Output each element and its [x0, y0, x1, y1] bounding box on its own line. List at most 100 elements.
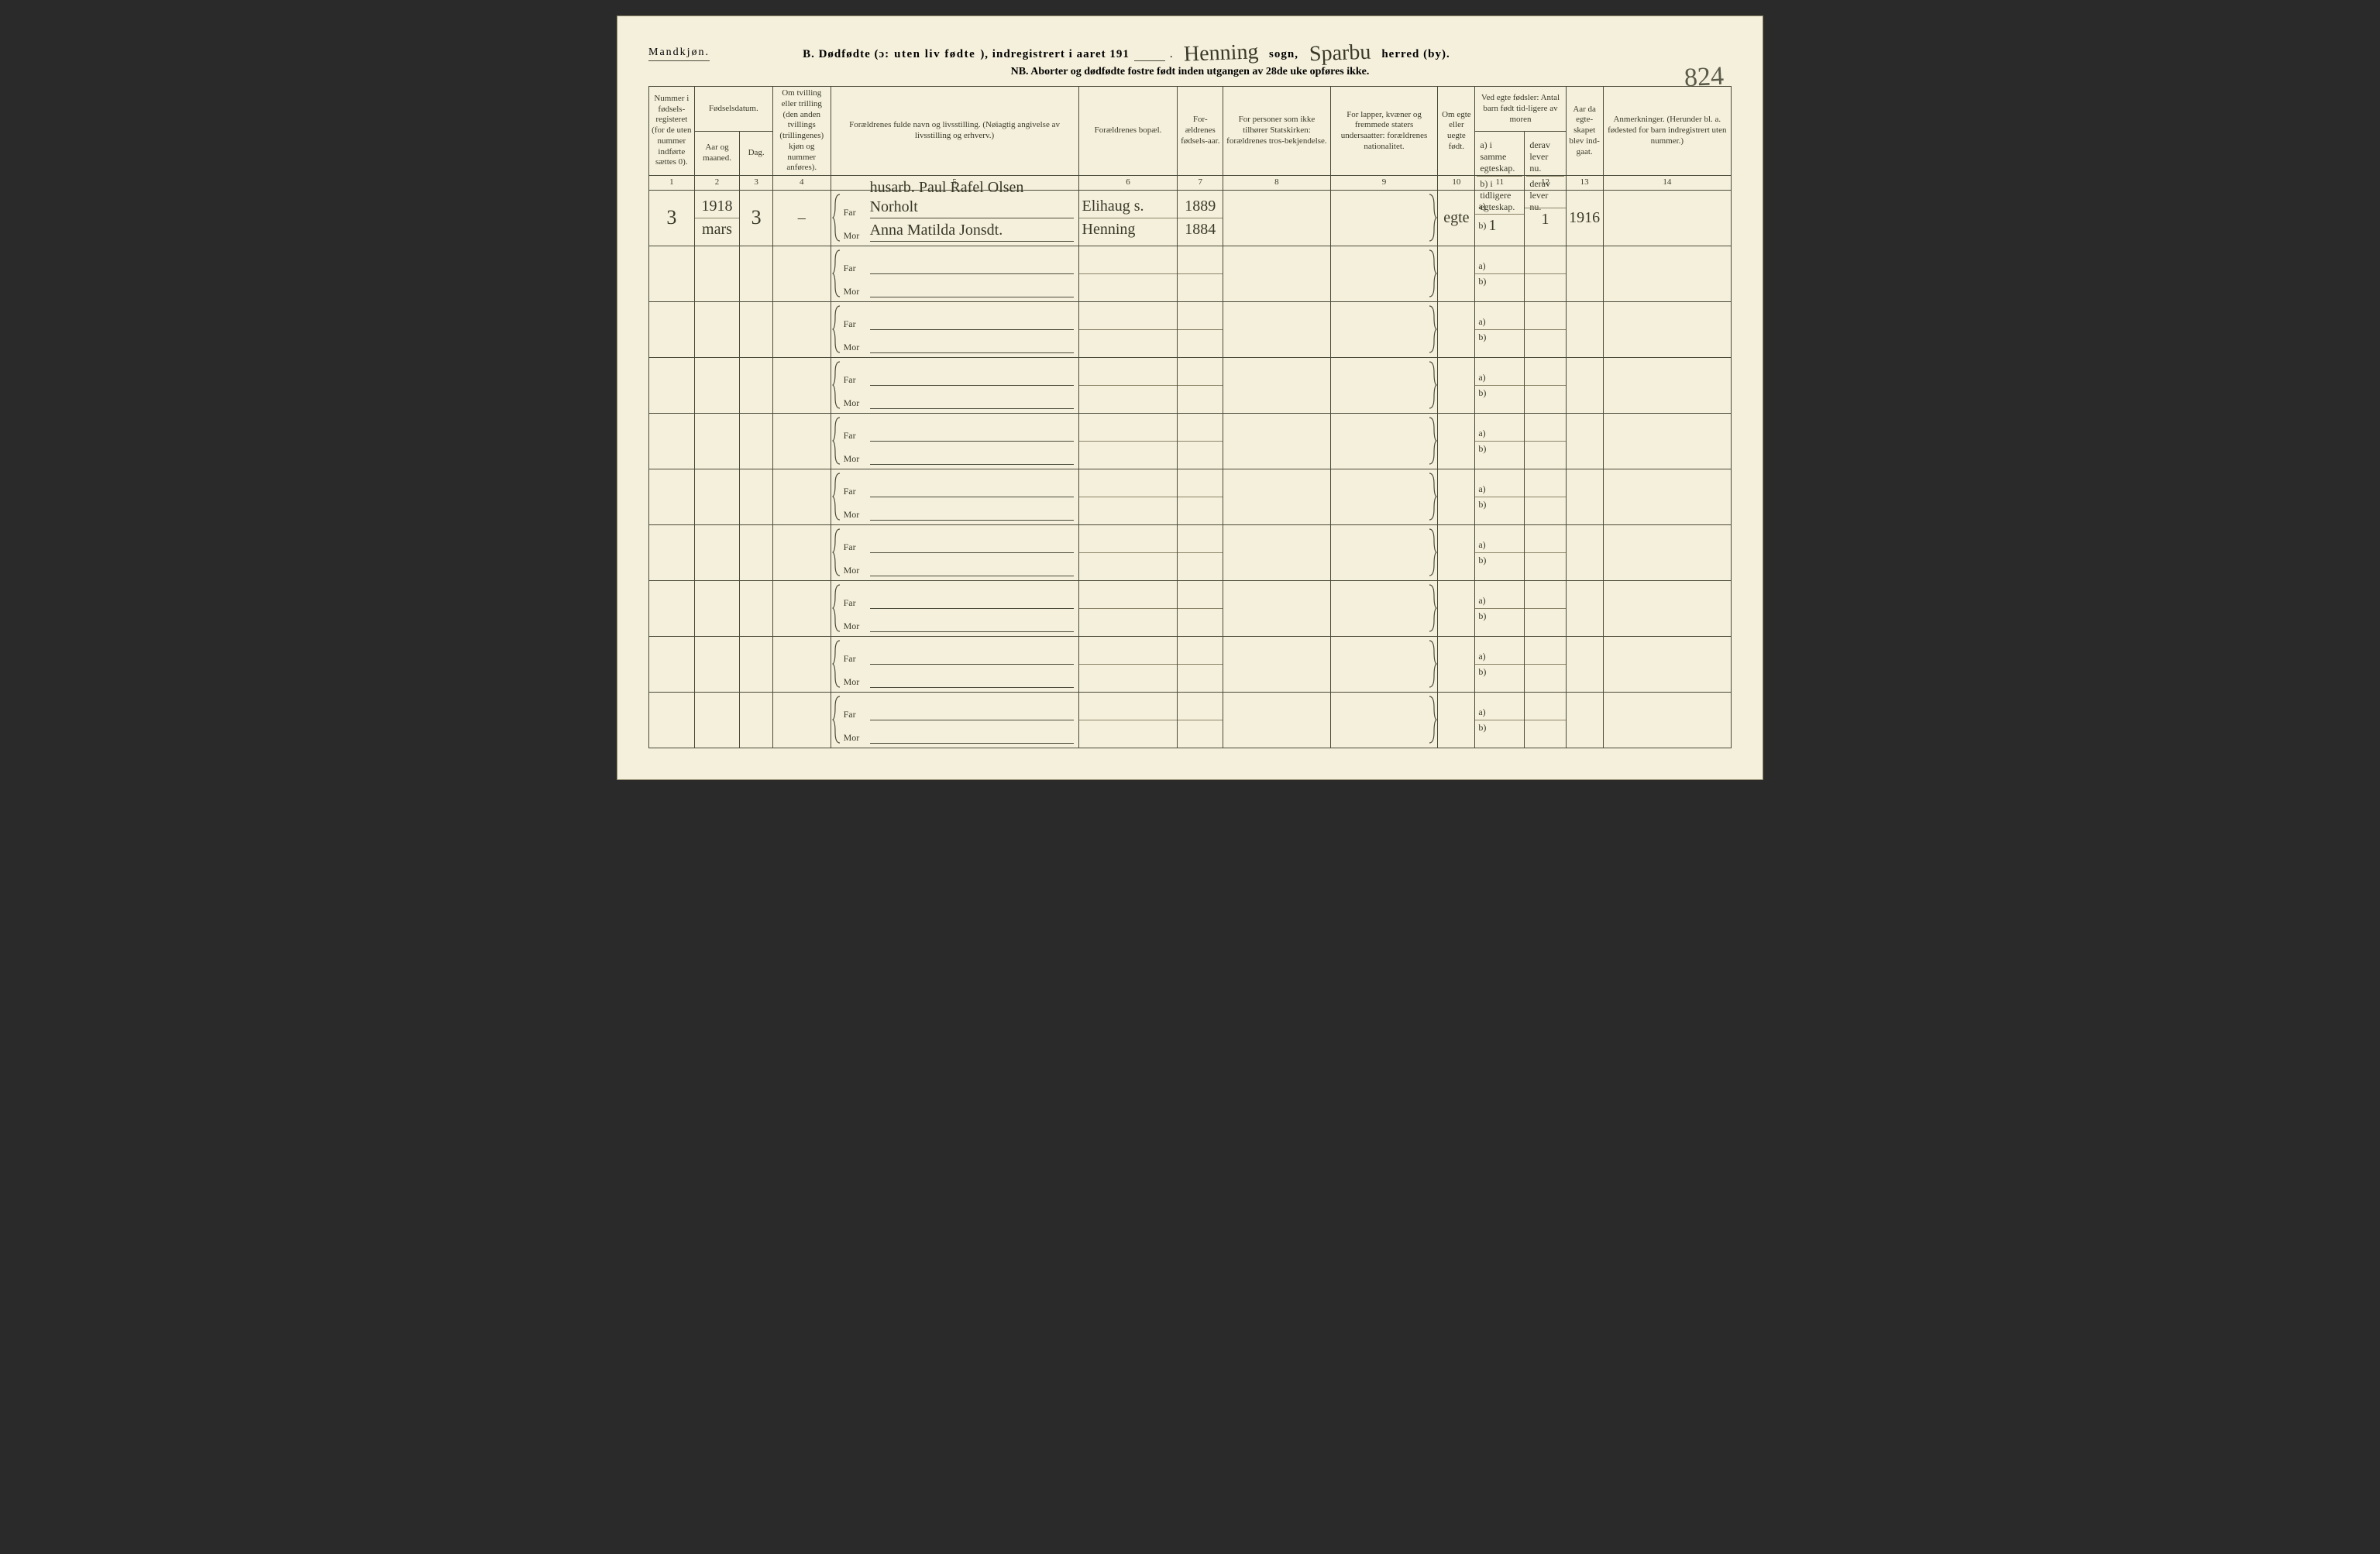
far-name	[870, 479, 1074, 497]
cell-year-month: 1918mars	[694, 190, 740, 246]
table-row: Far Mor a)b)	[649, 524, 1732, 580]
cell-marriage-year	[1566, 469, 1603, 524]
cell-parents: FarMor	[831, 301, 1078, 357]
table-header: Nummer i fødsels-registeret (for de uten…	[649, 87, 1732, 191]
cell-parent-years	[1178, 524, 1223, 580]
mor-label: Mor	[844, 397, 865, 409]
right-brace-icon	[1428, 249, 1437, 298]
cell-col12	[1525, 246, 1566, 301]
cell-year-month	[694, 692, 740, 748]
label-b: b)	[1478, 666, 1486, 678]
cell-nationalitet	[1330, 692, 1438, 748]
table-row: FarMora)b)	[649, 580, 1732, 636]
left-brace-icon	[831, 527, 842, 578]
label-a: a)	[1478, 428, 1485, 439]
cell-parents: Farhusarb. Paul Rafel Olsen NorholtMorAn…	[831, 190, 1078, 246]
cell-trosbekj	[1223, 357, 1331, 413]
cell-trosbekj	[1223, 580, 1331, 636]
left-brace-icon	[831, 583, 842, 634]
cell-egte	[1438, 301, 1475, 357]
far-label: Far	[844, 653, 865, 665]
far-label: Far	[844, 541, 865, 553]
cell-col12	[1525, 469, 1566, 524]
mor-name	[870, 725, 1074, 744]
title-line: B. Dødfødte (ɔ: uten liv fødte ), indreg…	[803, 40, 1732, 61]
mor-name	[870, 279, 1074, 297]
far-name	[870, 646, 1074, 665]
cell-anm	[1603, 413, 1731, 469]
label-b: b)	[1478, 555, 1486, 566]
right-brace-icon	[1428, 528, 1437, 577]
cell-anm	[1603, 692, 1731, 748]
cell-parents: FarMor	[831, 692, 1078, 748]
cell-parents: Far Mor	[831, 524, 1078, 580]
cell-twin	[772, 692, 831, 748]
cell-year-month	[694, 469, 740, 524]
mor-label: Mor	[844, 676, 865, 688]
table-row: FarMora)b)	[649, 692, 1732, 748]
cell-bopal	[1078, 692, 1178, 748]
cell-egte	[1438, 246, 1475, 301]
cell-year-month	[694, 636, 740, 692]
cell-egte	[1438, 580, 1475, 636]
far-label: Far	[844, 430, 865, 442]
cell-nationalitet	[1330, 469, 1438, 524]
cell-reg-no	[649, 246, 695, 301]
label-a: a)	[1478, 483, 1485, 495]
cell-bopal	[1078, 469, 1178, 524]
far-name	[870, 702, 1074, 720]
cell-col11: a)b)	[1475, 413, 1525, 469]
cell-reg-no	[649, 413, 695, 469]
mor-name	[870, 558, 1074, 576]
table-row: FarMor a)b)	[649, 301, 1732, 357]
herred-handwritten: Sparbu	[1303, 41, 1377, 65]
cell-egte	[1438, 413, 1475, 469]
mor-name	[870, 446, 1074, 465]
cell-year-month	[694, 301, 740, 357]
mor-name	[870, 502, 1074, 521]
far-name	[870, 535, 1074, 553]
cell-reg-no	[649, 357, 695, 413]
cell-parents: FarMor	[831, 469, 1078, 524]
cell-anm	[1603, 246, 1731, 301]
cell-nationalitet	[1330, 357, 1438, 413]
cell-reg-no	[649, 692, 695, 748]
cell-col11: a)b)	[1475, 301, 1525, 357]
title-prefix: B. Dødfødte (ɔ:	[803, 48, 889, 61]
cell-col11: a)b)	[1475, 357, 1525, 413]
cell-trosbekj	[1223, 246, 1331, 301]
cell-day	[740, 692, 773, 748]
left-brace-icon	[831, 192, 842, 243]
page-number-handwritten: 824	[1684, 62, 1725, 94]
cell-col11: a)b) 1	[1475, 190, 1525, 246]
cell-col12	[1525, 357, 1566, 413]
hdr-col11-top: Ved egte fødsler: Antal barn født tid-li…	[1475, 87, 1566, 132]
label-b: b)	[1478, 220, 1486, 232]
far-name	[870, 256, 1074, 274]
cell-egte	[1438, 524, 1475, 580]
far-label: Far	[844, 263, 865, 274]
hdr-col9: For lapper, kvæner og fremmede staters u…	[1330, 87, 1438, 176]
cell-anm	[1603, 357, 1731, 413]
hdr-col11a: a) i samme egteskap. b) i tidligere egte…	[1475, 132, 1525, 176]
mor-label: Mor	[844, 565, 865, 576]
far-label: Far	[844, 318, 865, 330]
cell-col11: a)b)	[1475, 524, 1525, 580]
hdr-col7: For-ældrenes fødsels-aar.	[1178, 87, 1223, 176]
cell-col12	[1525, 524, 1566, 580]
cell-year-month	[694, 246, 740, 301]
cell-nationalitet	[1330, 413, 1438, 469]
left-brace-icon	[831, 359, 842, 411]
cell-bopal	[1078, 580, 1178, 636]
cell-col11: a)b)	[1475, 580, 1525, 636]
cell-twin	[772, 246, 831, 301]
label-b: b)	[1478, 499, 1486, 511]
cell-egte	[1438, 469, 1475, 524]
cell-twin: –	[772, 190, 831, 246]
cell-col11: a) b)	[1475, 469, 1525, 524]
cell-nationalitet	[1330, 246, 1438, 301]
left-brace-icon	[831, 638, 842, 689]
right-brace-icon	[1428, 193, 1437, 242]
label-b: b)	[1478, 610, 1486, 622]
cell-reg-no	[649, 469, 695, 524]
